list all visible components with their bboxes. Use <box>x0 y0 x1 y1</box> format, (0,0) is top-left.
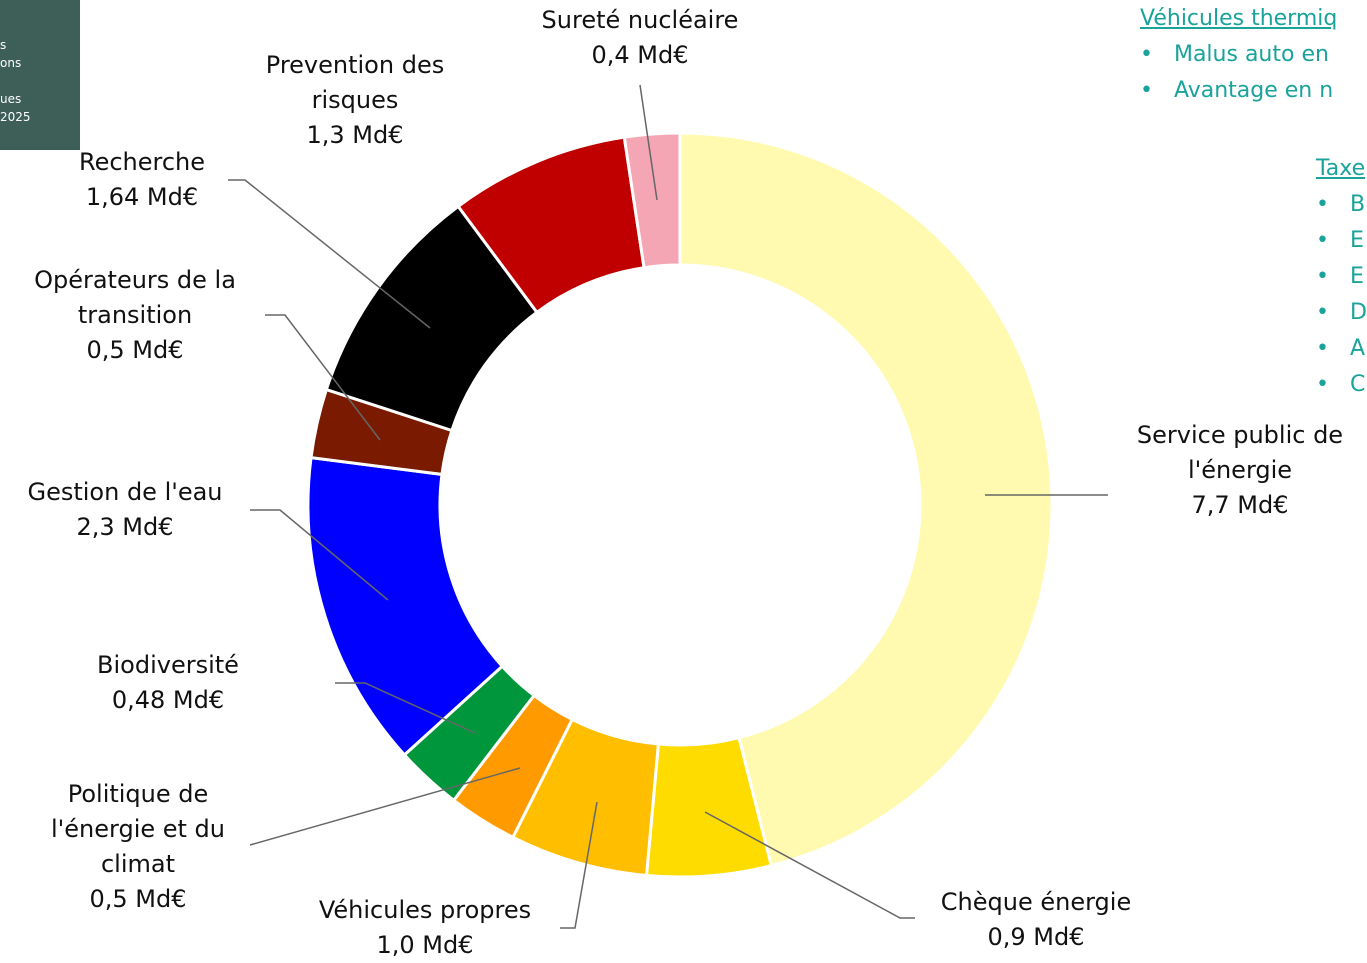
category-label: Chèque énergie <box>940 888 1132 916</box>
bullet: • E <box>1316 228 1364 253</box>
bullet-text: E <box>1349 264 1364 289</box>
leader-line <box>704 811 915 919</box>
leader-line <box>560 801 598 929</box>
category-label: Recherche <box>78 148 206 176</box>
bullet: • Avantage en n <box>1140 78 1334 103</box>
category-label: Politique de l'énergie et du climat <box>51 780 225 878</box>
heading: Taxe <box>1316 156 1366 181</box>
segment-label: Véhicules propres 1,0 Md€ <box>275 893 575 963</box>
leader-line <box>228 179 431 329</box>
bullet-text: Malus auto en <box>1173 42 1329 67</box>
value-label: 0,48 Md€ <box>111 686 225 714</box>
category-label: Sureté nucléaire <box>541 6 739 34</box>
leader-line <box>249 767 521 846</box>
category-label: Véhicules propres <box>318 896 532 924</box>
value-label: 1,0 Md€ <box>376 931 474 959</box>
segment-label: Biodiversité 0,48 Md€ <box>58 648 278 718</box>
segment-label: Chèque énergie 0,9 Md€ <box>906 885 1166 955</box>
leader-line <box>639 84 658 201</box>
value-label: 7,7 Md€ <box>1191 491 1289 519</box>
segment-label: Service public de l'énergie 7,7 Md€ <box>1110 418 1367 523</box>
category-label: Prevention des risques <box>265 51 445 114</box>
corner-text: s <box>0 38 7 52</box>
category-label: Biodiversité <box>97 651 239 679</box>
category-label: Service public de l'énergie <box>1136 421 1344 484</box>
category-label: Opérateurs de la transition <box>34 266 236 329</box>
corner-text: ues <box>0 92 22 106</box>
donut-segment <box>678 131 1054 868</box>
bullet: • C <box>1316 372 1366 397</box>
corner-text: 2025 <box>0 110 31 124</box>
bullet-text: A <box>1349 336 1366 361</box>
corner-panel: s ons ues 2025 <box>0 0 80 150</box>
value-label: 0,9 Md€ <box>987 923 1085 951</box>
value-label: 2,3 Md€ <box>76 513 174 541</box>
bullet: • D <box>1316 300 1367 325</box>
corner-text: ons <box>0 56 22 70</box>
leader-line <box>250 509 389 601</box>
segment-label: Politique de l'énergie et du climat 0,5 M… <box>26 777 251 917</box>
heading: Véhicules thermiq <box>1140 6 1338 31</box>
value-label: 0,5 Md€ <box>89 885 187 913</box>
value-label: 1,64 Md€ <box>85 183 199 211</box>
leader-line <box>265 314 381 441</box>
segment-label: Sureté nucléaire 0,4 Md€ <box>510 3 770 73</box>
bullet: • A <box>1316 336 1366 361</box>
segment-label: Opérateurs de la transition 0,5 Md€ <box>10 263 260 368</box>
value-label: 0,5 Md€ <box>86 336 184 364</box>
bullet-text: E <box>1349 228 1364 253</box>
bullet: • B <box>1316 192 1366 217</box>
segment-label: Recherche 1,64 Md€ <box>32 145 252 215</box>
bullet-text: B <box>1349 192 1366 217</box>
value-label: 0,4 Md€ <box>591 41 689 69</box>
segment-label: Gestion de l'eau 2,3 Md€ <box>0 475 255 545</box>
donut-segment <box>622 131 682 270</box>
leader-line <box>335 682 476 734</box>
value-label: 1,3 Md€ <box>306 121 404 149</box>
bullet: • E <box>1316 264 1364 289</box>
bullet-text: Avantage en n <box>1173 78 1334 103</box>
bullet-text: C <box>1349 372 1366 397</box>
bullet-text: D <box>1349 300 1367 325</box>
category-label: Gestion de l'eau <box>27 478 223 506</box>
segment-label: Prevention des risques 1,3 Md€ <box>238 48 473 153</box>
bullet: • Malus auto en <box>1140 42 1329 67</box>
